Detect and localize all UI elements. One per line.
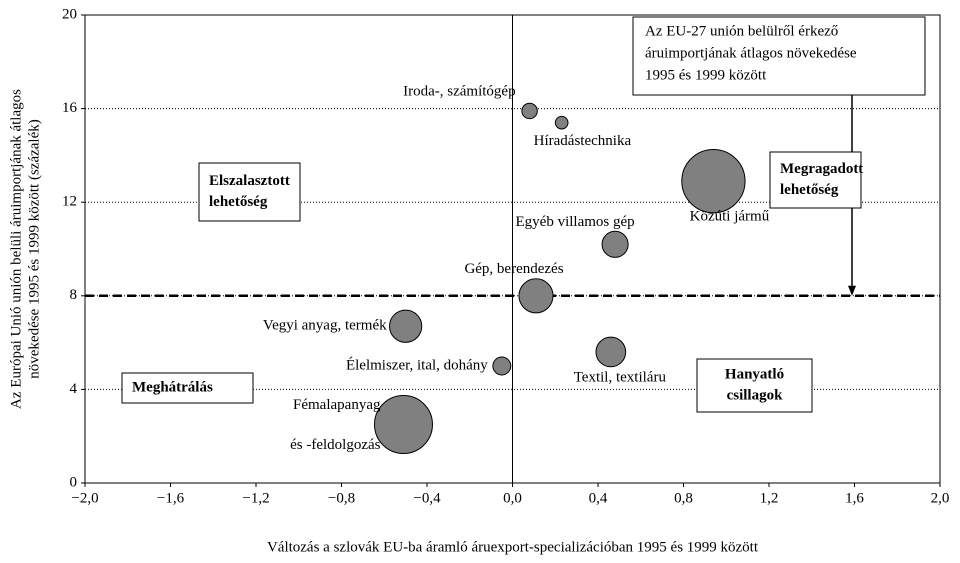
x-tick-label: −1,6	[157, 490, 185, 506]
bubble-label: Fémalapanyag	[293, 397, 381, 413]
bubble-label: és -feldolgozás	[290, 437, 381, 453]
annotation-text: áruimportjának átlagos növekedése	[645, 45, 857, 61]
x-tick-label: 1,6	[845, 490, 864, 506]
y-tick-label: 16	[62, 100, 78, 116]
x-axis-label: Változás a szlovák EU-ba áramló áruexpor…	[267, 539, 759, 555]
x-tick-label: 0,4	[589, 490, 608, 506]
bubble	[518, 278, 554, 314]
y-tick-label: 8	[70, 287, 78, 303]
quadrant-box	[769, 151, 862, 209]
x-tick-label: 0,0	[503, 490, 522, 506]
annotation-text: 1995 és 1999 között	[645, 67, 767, 83]
bubble-label: Híradástechnika	[534, 133, 632, 149]
quadrant-label: Hanyatló	[725, 366, 784, 382]
quadrant-box	[121, 372, 254, 404]
bubble-label: Egyéb villamos gép	[516, 214, 635, 230]
y-tick-label: 0	[70, 474, 78, 490]
y-tick-label: 20	[62, 6, 77, 22]
x-tick-label: −0,4	[413, 490, 441, 506]
x-tick-label: 0,8	[674, 490, 693, 506]
x-tick-label: −2,0	[71, 490, 98, 506]
bubble-label: Vegyi anyag, termék	[263, 318, 387, 334]
quadrant-label: csillagok	[727, 387, 783, 403]
bubble-label: Textil, textiláru	[574, 369, 667, 385]
bubble	[595, 336, 627, 368]
bubble-label: Élelmiszer, ital, dohány	[346, 356, 488, 373]
x-tick-label: 2,0	[931, 490, 950, 506]
y-axis-label: növekedése 1995 és 1999 között (százalék…	[26, 119, 42, 379]
bubble	[681, 149, 746, 214]
y-tick-label: 4	[70, 381, 78, 397]
annotation-box	[632, 16, 926, 96]
bubble-label: Gép, berendezés	[464, 261, 563, 277]
quadrant-box	[198, 162, 301, 222]
bubble	[601, 230, 629, 258]
quadrant-label: Megragadott	[780, 161, 863, 177]
y-axis-label: Az Európai Unió unión belüli áruimportjá…	[8, 89, 24, 409]
bubble	[521, 102, 538, 120]
x-tick-label: −0,8	[328, 490, 355, 506]
bubble	[389, 309, 423, 343]
bubble	[492, 356, 512, 376]
quadrant-label: lehetőség	[209, 194, 268, 210]
bubble-label: Közúti jármű	[690, 209, 770, 225]
bubble-label: Iroda-, számítógép	[403, 83, 515, 99]
quadrant-label: lehetőség	[780, 182, 839, 198]
x-tick-label: 1,2	[760, 490, 779, 506]
annotation-text: Az EU-27 unión belülről érkező	[645, 23, 838, 39]
arrow-head	[848, 285, 856, 296]
bubble	[554, 115, 569, 130]
bubble	[374, 395, 433, 454]
x-tick-label: −1,2	[242, 490, 269, 506]
y-tick-label: 12	[62, 194, 77, 210]
quadrant-box	[696, 358, 813, 413]
quadrant-label: Elszalasztott	[209, 173, 290, 189]
quadrant-label: Meghátrálás	[132, 379, 213, 395]
